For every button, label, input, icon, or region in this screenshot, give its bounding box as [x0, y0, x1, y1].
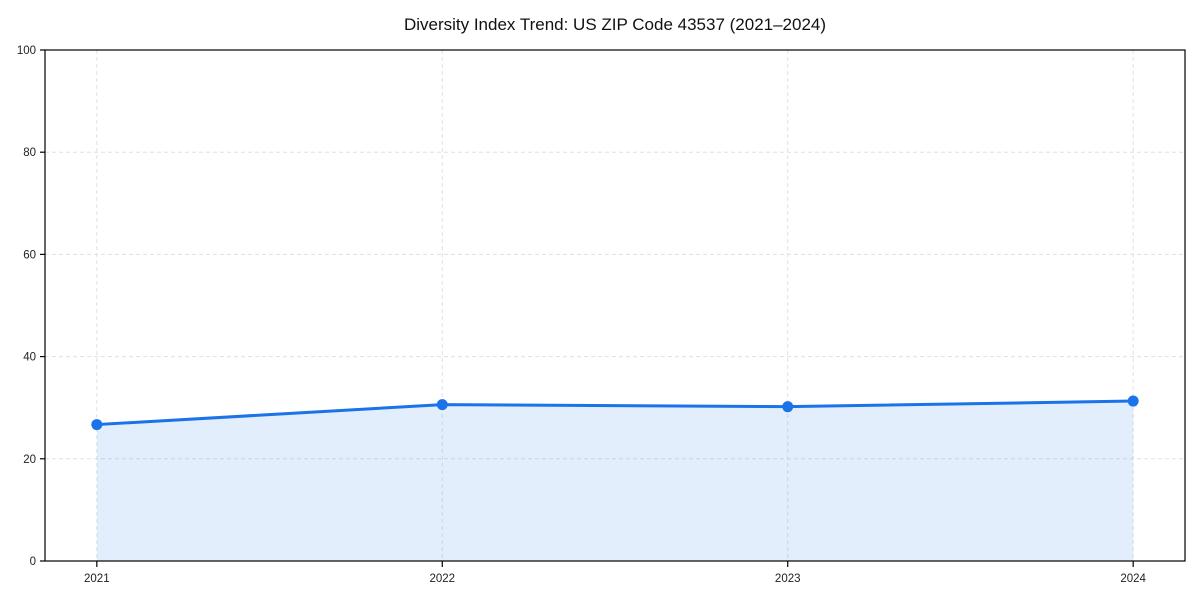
- y-tick-label: 20: [23, 454, 36, 466]
- data-point-marker: [1127, 395, 1139, 407]
- plot-border: [44, 49, 1186, 562]
- x-tick-label: 2024: [1120, 573, 1146, 585]
- x-tick-label: 2021: [84, 573, 110, 585]
- data-point-marker: [782, 401, 794, 413]
- y-tick-label: 60: [23, 249, 36, 261]
- x-tick-label: 2023: [775, 573, 801, 585]
- trend-line: [95, 399, 1135, 427]
- y-tick-label: 40: [23, 352, 36, 364]
- y-tick-label: 100: [17, 45, 36, 57]
- chart-title: Diversity Index Trend: US ZIP Code 43537…: [404, 15, 826, 34]
- y-tick-label: 0: [30, 556, 36, 568]
- data-point-marker: [91, 419, 103, 431]
- data-point-marker: [436, 399, 448, 411]
- x-tick-label: 2022: [429, 573, 455, 585]
- y-tick-label: 80: [23, 147, 36, 159]
- area-fill: [96, 401, 1134, 561]
